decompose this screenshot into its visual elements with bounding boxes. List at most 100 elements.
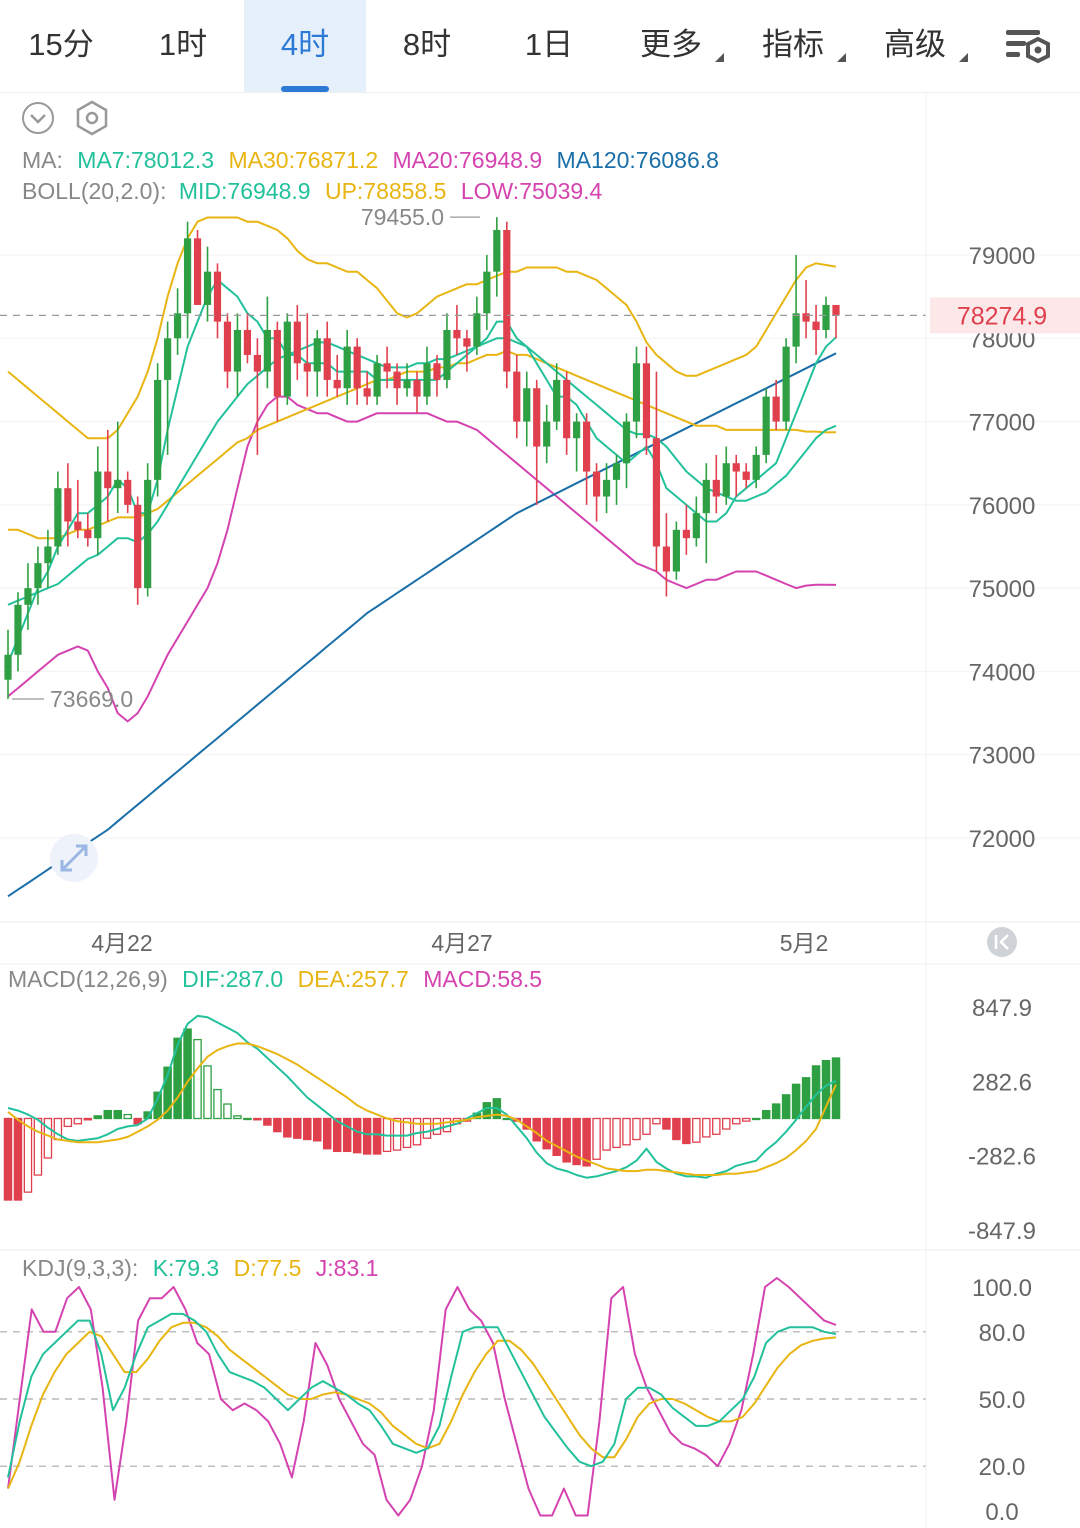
macd-bar xyxy=(761,1109,771,1120)
tab-5[interactable]: 1日 xyxy=(488,0,610,92)
tab-label: 4时 xyxy=(280,27,330,62)
dea-line xyxy=(7,1042,837,1176)
tab-6[interactable]: 更多 xyxy=(610,0,732,92)
kdj-legend-prefix: KDJ(9,3,3): xyxy=(22,1255,138,1281)
candle-body xyxy=(183,238,192,314)
macd-bar xyxy=(83,1117,93,1121)
chevron-down-circle-icon xyxy=(22,102,54,134)
collapse-indicators-button[interactable] xyxy=(22,102,54,134)
d-line xyxy=(7,1321,837,1489)
candle-body xyxy=(84,529,92,539)
candle-body xyxy=(203,271,212,305)
macd-bar xyxy=(253,1117,262,1121)
macd-bar xyxy=(682,1117,691,1145)
main-chart-grid xyxy=(0,254,1080,839)
high-low-markers: 78274.9 79455.0 73669.0 xyxy=(0,204,1080,712)
macd-bar xyxy=(692,1117,701,1143)
candle-body xyxy=(772,396,780,422)
candle-body xyxy=(173,313,182,339)
last-price-label: 78274.9 xyxy=(957,302,1047,330)
candle-body xyxy=(44,546,52,564)
timeframe-tab-bar: 15分 1时 4时 8时 1日 更多 指标 高级 xyxy=(0,0,1080,93)
candle-body xyxy=(193,238,202,305)
macd-bar xyxy=(193,1038,202,1120)
tab-8[interactable]: 高级 xyxy=(854,0,976,92)
macd-bar xyxy=(542,1117,551,1150)
candle-body xyxy=(433,363,441,380)
macd-bar xyxy=(662,1117,671,1130)
candle-body xyxy=(702,479,710,514)
macd-bar xyxy=(791,1083,801,1120)
candle-body xyxy=(583,421,591,472)
tab-4[interactable]: 8时 xyxy=(366,0,488,92)
tab-label: 1日 xyxy=(524,27,574,62)
macd-bar xyxy=(213,1088,222,1120)
expand-chart-button[interactable] xyxy=(50,834,98,882)
dif-line xyxy=(7,1014,837,1179)
macd-bar xyxy=(771,1103,781,1120)
macd-bar xyxy=(13,1117,23,1201)
tab-2[interactable]: 1时 xyxy=(122,0,244,92)
boll-low-line xyxy=(7,395,837,723)
macd-bar xyxy=(422,1117,432,1139)
macd-bar xyxy=(622,1117,631,1146)
candle-body xyxy=(94,471,102,539)
scroll-to-latest-button[interactable] xyxy=(987,927,1017,957)
macd-bar xyxy=(103,1109,113,1120)
candle-body xyxy=(323,338,331,380)
candle-body xyxy=(164,338,172,380)
candle-body xyxy=(503,230,511,372)
hexagon-settings-icon xyxy=(76,100,108,136)
macd-bar xyxy=(123,1113,132,1120)
candle-body xyxy=(64,488,72,522)
chart-canvas[interactable]: MA: MA7:78012.3 MA30:76871.2 MA20:76948.… xyxy=(0,92,1080,1528)
price-tick-label: 76000 xyxy=(969,493,1036,520)
macd-bar xyxy=(332,1117,342,1153)
candle-body xyxy=(213,271,222,322)
macd-bar xyxy=(572,1117,581,1166)
candle-body xyxy=(134,504,142,589)
macd-bar xyxy=(273,1117,282,1133)
tab-label: 更多 xyxy=(640,27,702,62)
ma7-line xyxy=(7,279,837,664)
macd-bar xyxy=(642,1117,651,1135)
k-line xyxy=(7,1312,837,1478)
ma7-legend: MA7:78012.3 xyxy=(77,147,214,173)
candle-body xyxy=(782,346,790,422)
macd-bar xyxy=(751,1117,761,1121)
candle-body xyxy=(54,488,62,547)
boll-up-legend: UP:78858.5 xyxy=(325,178,446,204)
candle-body xyxy=(483,271,491,314)
ma-legend: MA: MA7:78012.3 MA30:76871.2 MA20:76948.… xyxy=(22,147,719,173)
macd-legend-prefix: MACD(12,26,9) xyxy=(8,966,168,992)
macd-bar xyxy=(203,1065,212,1120)
indicator-settings-button[interactable] xyxy=(76,100,108,136)
candle-body xyxy=(832,304,840,316)
tab-7[interactable]: 指标 xyxy=(732,0,854,92)
candle-body xyxy=(293,321,301,364)
macd-bar xyxy=(731,1117,741,1125)
kdj-tick-label: 80.0 xyxy=(979,1320,1026,1347)
macd-bar xyxy=(831,1057,841,1120)
macd-bar xyxy=(652,1117,661,1125)
candle-body xyxy=(672,529,680,572)
candle-body xyxy=(592,471,601,497)
tab-3[interactable]: 4时 xyxy=(244,0,366,92)
candle-body xyxy=(792,313,800,347)
boll-legend-prefix: BOLL(20,2.0): xyxy=(22,178,166,204)
j-line xyxy=(7,1277,837,1517)
date-tick-label: 5月2 xyxy=(780,930,829,956)
dropdown-caret-icon xyxy=(959,53,968,62)
macd-bar xyxy=(562,1117,571,1163)
macd-bar xyxy=(612,1117,621,1149)
macd-bar xyxy=(113,1109,122,1120)
ma20-legend: MA20:76948.9 xyxy=(393,147,543,173)
candle-body xyxy=(263,329,271,372)
candle-body xyxy=(333,379,341,389)
ma120-line xyxy=(7,352,837,898)
tab-1[interactable]: 15分 xyxy=(0,0,122,92)
candle-body xyxy=(612,463,621,480)
candle-body xyxy=(373,363,381,397)
chart-settings-button[interactable] xyxy=(1000,24,1056,68)
